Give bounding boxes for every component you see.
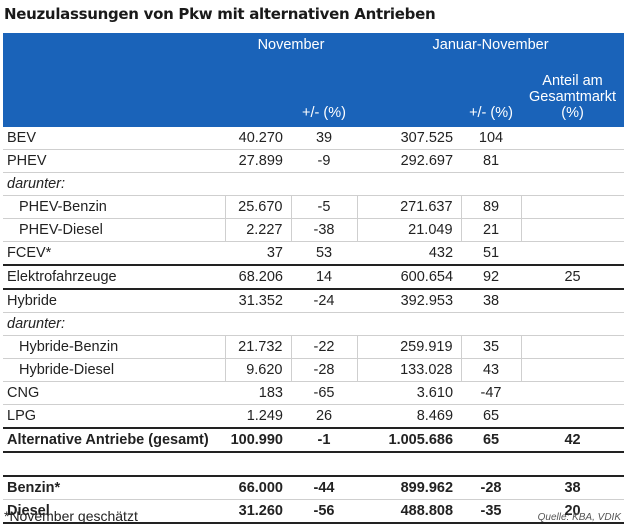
header-share-line3: (%)	[561, 105, 584, 121]
table-row: Elektrofahrzeuge 68.206 14 600.654 92 25	[3, 265, 625, 290]
header-jan-nov: Januar-November	[432, 37, 549, 53]
table-row: FCEV* 37 53 432 51	[3, 241, 625, 266]
table-row: PHEV 27.899 -9 292.697 81	[3, 149, 625, 173]
header-november: November	[257, 37, 325, 53]
header-share-line1: Anteil am	[542, 73, 603, 89]
table-row: Benzin* 66.000 -44 899.962 -28 38	[3, 476, 625, 500]
table-row: CNG 183 -65 3.610 -47	[3, 381, 625, 405]
table-row: Hybride-Diesel 9.620 -28 133.028 43	[3, 358, 625, 382]
header-change-nov: +/- (%)	[302, 105, 346, 121]
header-share-line2: Gesamtmarkt	[529, 89, 617, 105]
table-row-total: Alternative Antriebe (gesamt) 100.990 -1…	[3, 428, 625, 453]
footnote: *November geschätzt	[4, 508, 138, 524]
table-row: PHEV-Diesel 2.227 -38 21.049 21	[3, 218, 625, 242]
table-row: LPG 1.249 26 8.469 65	[3, 404, 625, 429]
table-row: Hybride 31.352 -24 392.953 38	[3, 289, 625, 313]
registrations-table: November Januar-November +/- (%) +/- (%)…	[3, 33, 625, 524]
table-row: PHEV-Benzin 25.670 -5 271.637 89	[3, 195, 625, 219]
table-row: BEV 40.270 39 307.525 104	[3, 127, 625, 150]
header-row-periods: November Januar-November	[3, 33, 625, 57]
table-row: Hybride-Benzin 21.732 -22 259.919 35	[3, 335, 625, 359]
page-title: Neuzulassungen von Pkw mit alternativen …	[4, 5, 436, 23]
header-market-share: Anteil am Gesamtmarkt (%)	[521, 57, 624, 127]
table-spacer	[3, 452, 625, 477]
table-row: darunter:	[3, 172, 625, 196]
header-change-jan: +/- (%)	[469, 105, 513, 121]
table-row: Diesel 31.260 -56 488.808 -35 20	[3, 499, 625, 524]
header-row-columns: +/- (%) +/- (%) Anteil am Gesamtmarkt (%…	[3, 57, 625, 127]
source-note: Quelle: KBA, VDIK	[537, 512, 621, 523]
table-row: darunter:	[3, 312, 625, 336]
